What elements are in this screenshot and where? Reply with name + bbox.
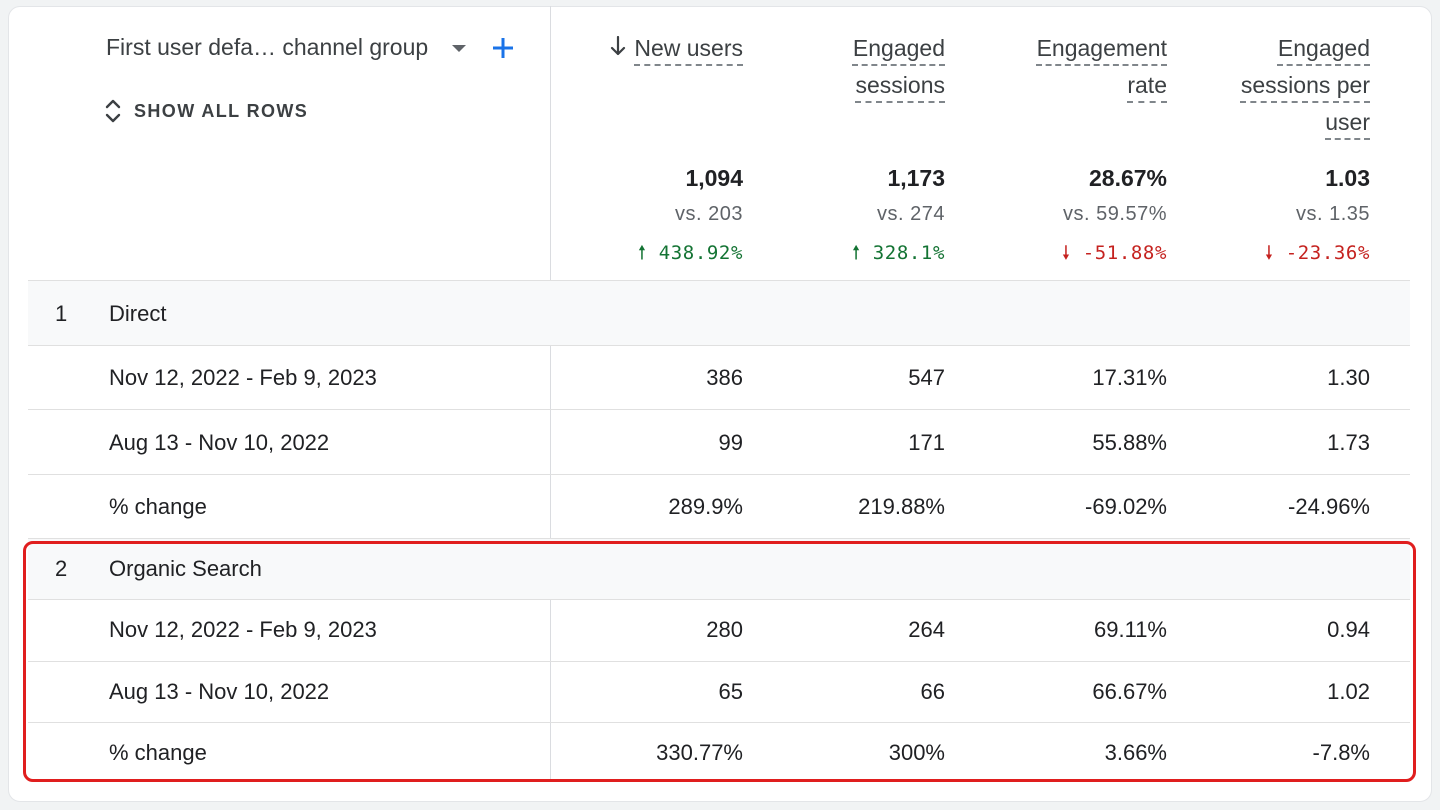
comparison-value: vs. 59.57% <box>1063 203 1167 225</box>
row-number: 2 <box>55 556 68 581</box>
row-label: % change <box>109 740 207 765</box>
row-divider <box>28 409 1410 410</box>
group-header-row <box>28 281 1410 345</box>
table-cell: 66 <box>920 679 945 704</box>
total-value: 1.03 <box>1325 165 1370 191</box>
row-divider <box>28 280 1410 281</box>
table-cell: 66.67% <box>1092 679 1167 704</box>
row-number: 1 <box>55 301 68 326</box>
delta-badge: 🠗 -51.88% <box>967 239 1167 271</box>
column-header-label: sessions per <box>1240 72 1370 98</box>
delta-badge: 🠕 438.92% <box>543 239 743 271</box>
table-cell: 0.94 <box>1327 617 1370 642</box>
column-header-new-users[interactable]: New users <box>610 30 743 67</box>
row-divider <box>28 599 1410 600</box>
table-cell: 547 <box>908 365 945 390</box>
column-header-label: user <box>1325 109 1370 135</box>
delta-value: 438.92% <box>658 242 743 264</box>
total-value: 1,094 <box>685 165 743 191</box>
row-label: Aug 13 - Nov 10, 2022 <box>109 679 330 704</box>
column-header-label: sessions <box>855 72 945 98</box>
delta-badge: 🠗 -23.36% <box>1170 239 1370 271</box>
total-value: 1,173 <box>887 165 945 191</box>
plus-icon <box>493 38 513 58</box>
table-cell: 69.11% <box>1094 617 1167 642</box>
dimension-selector[interactable]: First user defa… channel group <box>106 34 429 60</box>
arrow-down-icon: 🠗 <box>1061 242 1071 264</box>
caret-down-icon[interactable] <box>452 45 466 52</box>
table-cell: 280 <box>706 617 743 642</box>
comparison-value: vs. 203 <box>675 203 743 225</box>
arrow-up-icon: 🠕 <box>637 242 647 264</box>
unfold-icon <box>105 99 121 123</box>
column-header-engagement-rate[interactable]: Engagement rate <box>1037 30 1167 104</box>
arrow-down-icon: 🠗 <box>1264 242 1274 264</box>
row-divider <box>28 345 1410 346</box>
table-cell: -7.8% <box>1312 740 1370 765</box>
show-all-rows-button[interactable]: SHOW ALL ROWS <box>104 96 308 126</box>
column-header-engaged-sessions-per-user[interactable]: Engaged sessions per user <box>1241 30 1370 141</box>
add-dimension-button[interactable] <box>492 26 514 70</box>
column-header-label: New users <box>634 35 743 61</box>
table-cell: 219.88% <box>858 494 945 519</box>
arrow-down-icon[interactable] <box>610 30 626 67</box>
table-cell: 99 <box>718 430 743 455</box>
table-cell: 55.88% <box>1092 430 1167 455</box>
delta-badge: 🠕 328.1% <box>745 239 945 271</box>
row-label: Aug 13 - Nov 10, 2022 <box>109 430 330 455</box>
table-cell: 264 <box>908 617 945 642</box>
row-divider <box>28 538 1410 539</box>
column-header-engaged-sessions[interactable]: Engaged sessions <box>853 30 945 104</box>
table-cell: 1.73 <box>1327 430 1370 455</box>
row-label: Nov 12, 2022 - Feb 9, 2023 <box>109 365 377 390</box>
row-divider <box>28 722 1410 723</box>
comparison-value: vs. 274 <box>877 203 945 225</box>
row-divider <box>28 474 1410 475</box>
group-header-row <box>28 539 1410 599</box>
table-cell: 289.9% <box>668 494 743 519</box>
table-cell: 171 <box>908 430 945 455</box>
row-divider <box>28 661 1410 662</box>
delta-value: -51.88% <box>1082 242 1167 264</box>
table-cell: -24.96% <box>1288 494 1370 519</box>
row-label: % change <box>109 494 207 519</box>
column-header-label: Engagement <box>1036 35 1167 61</box>
delta-value: 328.1% <box>872 242 945 264</box>
row-label: Nov 12, 2022 - Feb 9, 2023 <box>109 617 377 642</box>
table-cell: 330.77% <box>656 740 743 765</box>
column-header-label: Engaged <box>852 35 945 61</box>
table-cell: 1.30 <box>1327 365 1370 390</box>
report-table-card <box>8 6 1432 802</box>
group-name[interactable]: Organic Search <box>109 556 262 581</box>
column-header-label: rate <box>1127 72 1167 98</box>
delta-value: -23.36% <box>1285 242 1370 264</box>
total-value: 28.67% <box>1088 165 1167 191</box>
table-cell: 17.31% <box>1092 365 1167 390</box>
group-name[interactable]: Direct <box>109 301 167 326</box>
table-cell: -69.02% <box>1085 494 1167 519</box>
arrow-up-icon: 🠕 <box>851 242 861 264</box>
table-cell: 1.02 <box>1327 679 1370 704</box>
table-cell: 3.66% <box>1104 740 1167 765</box>
table-cell: 386 <box>706 365 743 390</box>
comparison-value: vs. 1.35 <box>1295 203 1370 225</box>
column-divider <box>550 6 551 780</box>
table-cell: 65 <box>718 679 743 704</box>
column-header-label: Engaged <box>1277 35 1370 61</box>
show-all-rows-label: SHOW ALL ROWS <box>134 100 309 121</box>
table-cell: 300% <box>888 740 945 765</box>
